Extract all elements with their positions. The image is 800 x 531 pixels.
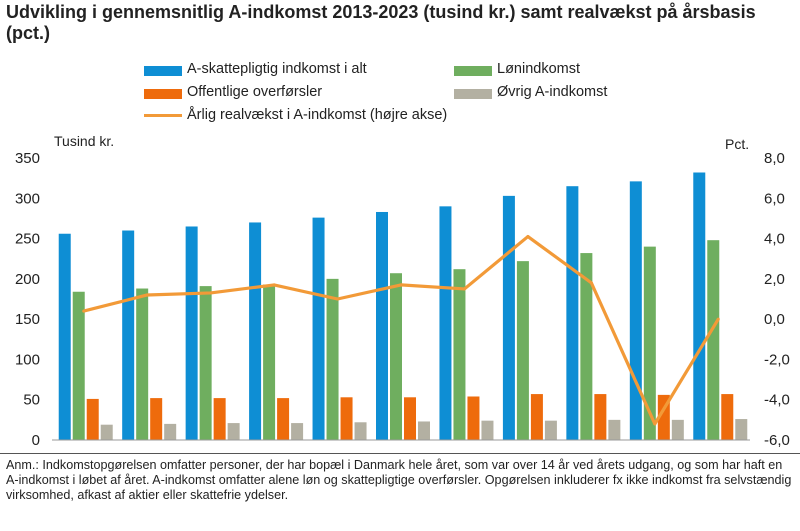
bar-wage — [707, 240, 720, 440]
bar-total — [185, 226, 198, 440]
x-tick-label: 2015 — [194, 454, 227, 455]
bar-other — [418, 421, 430, 440]
x-tick-label: 2019 — [448, 454, 481, 455]
right-tick-label: 0,0 — [764, 311, 785, 328]
bar-other — [164, 423, 177, 440]
right-axis-unit: Pct. — [725, 136, 750, 152]
bar-transfers — [150, 398, 163, 440]
bar-wage — [326, 278, 339, 440]
bar-total — [439, 206, 452, 440]
x-tick-label: 2020 — [511, 454, 544, 455]
left-tick-label: 300 — [15, 190, 40, 207]
bar-other — [481, 420, 494, 440]
chart-legend: A-skattepligtig indkomst i alt Lønindkom… — [0, 0, 800, 130]
x-tick-label: 2013 — [67, 454, 100, 455]
x-tick-label: 2016 — [257, 454, 290, 455]
legend-swatch-wage — [454, 66, 492, 76]
bar-other — [544, 420, 557, 440]
x-tick-label: 2023 — [702, 454, 735, 455]
growth-point — [145, 293, 149, 297]
left-tick-label: 200 — [15, 271, 40, 288]
left-tick-label: 0 — [32, 432, 40, 449]
bar-transfers — [340, 397, 353, 440]
bar-total — [122, 230, 135, 440]
left-tick-label: 150 — [15, 311, 40, 328]
left-tick-label: 250 — [15, 231, 40, 248]
bar-transfers — [404, 397, 416, 440]
growth-point — [526, 235, 530, 239]
bar-total — [376, 211, 388, 440]
bar-wage — [390, 273, 402, 440]
bar-other — [735, 419, 748, 440]
bar-wage — [453, 269, 466, 440]
left-tick-label: 50 — [23, 392, 40, 409]
right-tick-label: 8,0 — [764, 150, 785, 167]
footnote: Anm.: Indkomstopgørelsen omfatter person… — [6, 458, 792, 503]
bar-other — [354, 422, 367, 440]
bar-transfers — [467, 396, 480, 440]
growth-point — [209, 291, 213, 295]
bar-transfers — [594, 394, 607, 440]
bar-total — [566, 186, 579, 440]
bar-total — [693, 172, 706, 440]
bar-wage — [580, 253, 593, 440]
bar-total — [58, 233, 71, 440]
legend-label-total: A-skattepligtig indkomst i alt — [187, 61, 367, 77]
legend-label-other: Øvrig A-indkomst — [497, 84, 608, 100]
bar-other — [671, 419, 684, 440]
right-tick-label: -6,0 — [764, 432, 790, 449]
x-tick-label: 2021 — [575, 454, 608, 455]
left-tick-label: 350 — [15, 150, 40, 167]
legend-label-transfers: Offentlige overførsler — [187, 84, 323, 100]
bar-other — [608, 419, 621, 440]
right-tick-label: 4,0 — [764, 231, 785, 248]
bar-transfers — [86, 398, 99, 440]
chart-plot: 0 50 100 150 200 250 300 350 -6,0 -4,0 -2,0 0,0 2,0 4… — [15, 150, 790, 455]
bar-other — [291, 423, 304, 440]
bar-total — [249, 222, 262, 440]
bar-transfers — [277, 398, 290, 440]
x-tick-label: 2018 — [384, 454, 417, 455]
legend-swatch-total — [144, 66, 182, 76]
right-tick-label: -4,0 — [764, 392, 790, 409]
bar-wage — [516, 261, 529, 440]
bar-other — [100, 424, 113, 440]
legend-swatch-growth — [144, 114, 182, 117]
growth-point — [716, 317, 720, 321]
bar-transfers — [721, 394, 734, 440]
growth-point — [336, 297, 340, 301]
bar-other — [227, 423, 240, 440]
bar-total — [629, 181, 642, 440]
bar-wage — [263, 284, 276, 440]
legend-label-growth: Årlig realvækst i A-indkomst (højre akse… — [187, 107, 448, 123]
right-tick-label: 6,0 — [764, 190, 785, 207]
bar-total — [312, 217, 325, 440]
x-tick-label: 2017 — [321, 454, 354, 455]
growth-point — [272, 283, 276, 287]
growth-point — [399, 283, 403, 287]
right-tick-label: 2,0 — [764, 271, 785, 288]
chart-title: Udvikling i gennemsnitlig A-indkomst 201… — [6, 2, 756, 43]
bar-wage — [136, 288, 149, 440]
bar-total — [502, 195, 515, 440]
legend-label-wage: Lønindkomst — [497, 61, 581, 77]
right-tick-label: -2,0 — [764, 351, 790, 368]
bar-transfers — [530, 394, 543, 440]
note-divider — [0, 453, 800, 454]
legend-swatch-transfers — [144, 89, 182, 99]
bar-wage — [643, 246, 656, 440]
legend-swatch-other — [454, 89, 492, 99]
growth-point — [653, 422, 657, 426]
growth-point — [589, 281, 593, 285]
growth-point — [462, 287, 466, 291]
left-axis-unit: Tusind kr. — [54, 133, 115, 149]
x-tick-label: 2022 — [638, 454, 671, 455]
growth-point — [82, 309, 86, 313]
bar-transfers — [213, 398, 226, 440]
left-tick-label: 100 — [15, 351, 40, 368]
bar-wage — [72, 291, 85, 440]
bar-wage — [199, 286, 212, 440]
x-tick-label: 2014 — [130, 454, 163, 455]
